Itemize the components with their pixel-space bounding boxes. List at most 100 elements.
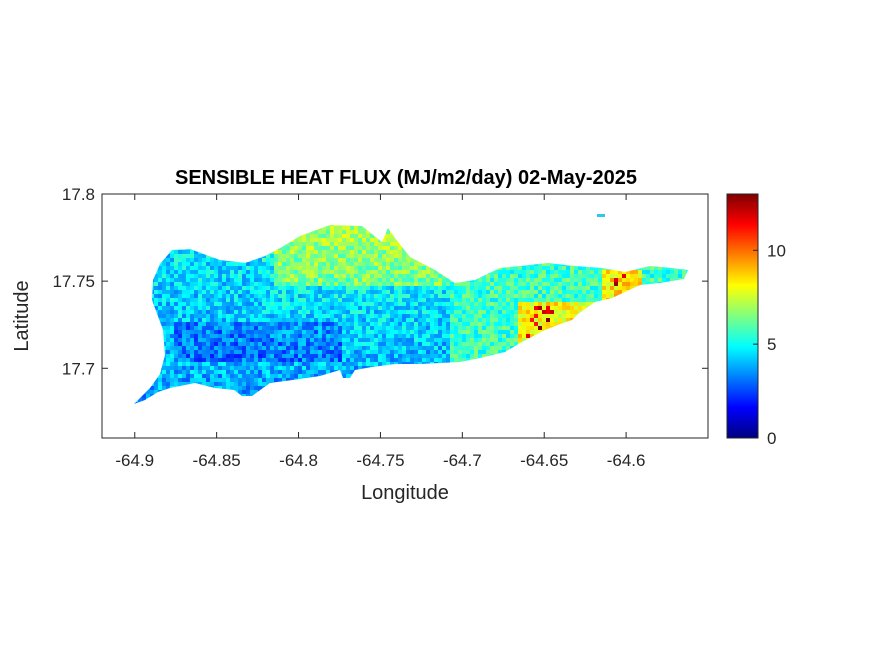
heatmap-cell — [378, 338, 382, 342]
heatmap-cell — [394, 254, 398, 258]
heatmap-cell — [426, 338, 430, 342]
heatmap-cell — [278, 274, 282, 278]
heatmap-cell — [598, 294, 602, 298]
heatmap-cell — [202, 342, 206, 346]
heatmap-cell — [358, 258, 362, 262]
heatmap-cell — [218, 274, 222, 278]
heatmap-cell — [554, 286, 558, 290]
heatmap-cell — [294, 354, 298, 358]
heatmap-cell — [366, 294, 370, 298]
heatmap-cell — [466, 290, 470, 294]
heatmap-cell — [226, 310, 230, 314]
heatmap-cell — [350, 302, 354, 306]
heatmap-cell — [354, 246, 358, 250]
heatmap-cell — [402, 298, 406, 302]
heatmap-cell — [358, 338, 362, 342]
heatmap-cell — [490, 270, 494, 274]
heatmap-cell — [354, 338, 358, 342]
heatmap-cell — [238, 334, 242, 338]
heatmap-cell — [566, 310, 570, 314]
heatmap-cell — [454, 358, 458, 362]
heatmap-cell — [414, 318, 418, 322]
heatmap-cell — [478, 322, 482, 326]
heatmap-cell — [218, 354, 222, 358]
heatmap-cell — [322, 278, 326, 282]
heatmap-cell — [234, 286, 238, 290]
heatmap-cell — [298, 290, 302, 294]
heatmap-cell — [302, 294, 306, 298]
heatmap-cell — [590, 266, 594, 270]
heatmap-cell — [354, 278, 358, 282]
heatmap-cell — [642, 278, 646, 282]
heatmap-cell — [190, 306, 194, 310]
heatmap-cell — [322, 334, 326, 338]
heatmap-cell — [342, 306, 346, 310]
heatmap-cell — [306, 270, 310, 274]
heatmap-cell — [410, 298, 414, 302]
heatmap-cell — [446, 358, 450, 362]
heatmap-cell — [418, 302, 422, 306]
heatmap-cell — [238, 266, 242, 270]
heatmap-cell — [190, 282, 194, 286]
heatmap-cell — [310, 294, 314, 298]
heatmap-cell — [374, 282, 378, 286]
heatmap-cell — [590, 286, 594, 290]
heatmap-cell — [166, 354, 170, 358]
heatmap-cell — [230, 270, 234, 274]
heatmap-cell — [578, 270, 582, 274]
heatmap-cell — [354, 326, 358, 330]
heatmap-cell — [350, 358, 354, 362]
heatmap-cell — [174, 350, 178, 354]
heatmap-cell — [278, 302, 282, 306]
heatmap-cell — [482, 350, 486, 354]
heatmap-cell — [434, 350, 438, 354]
heatmap-cell — [434, 314, 438, 318]
heatmap-cell — [390, 298, 394, 302]
heatmap-cell — [282, 362, 286, 366]
heatmap-cell — [410, 258, 414, 262]
heatmap-cell — [358, 310, 362, 314]
heatmap-cell — [254, 326, 258, 330]
heatmap-cell — [546, 286, 550, 290]
heatmap-cell — [270, 278, 274, 282]
heatmap-cell — [314, 254, 318, 258]
heatmap-cell — [466, 282, 470, 286]
heatmap-cell — [270, 318, 274, 322]
heatmap-cell — [514, 326, 518, 330]
heatmap-cell — [438, 310, 442, 314]
heatmap-cell — [210, 258, 214, 262]
heatmap-cell — [226, 334, 230, 338]
heatmap-cell — [334, 338, 338, 342]
heatmap-cell — [262, 310, 266, 314]
heatmap-cell — [386, 346, 390, 350]
heatmap-cell — [534, 294, 538, 298]
heatmap-cell — [490, 290, 494, 294]
heatmap-cell — [622, 286, 626, 290]
heatmap-cell — [310, 266, 314, 270]
heatmap-cell — [482, 294, 486, 298]
heatmap-cell — [522, 286, 526, 290]
heatmap-cell — [250, 314, 254, 318]
heatmap-cell — [254, 346, 258, 350]
heatmap-cell — [390, 234, 394, 238]
heatmap-cell — [450, 350, 454, 354]
heatmap-cell — [350, 310, 354, 314]
heatmap-cell — [262, 322, 266, 326]
heatmap-cell — [222, 314, 226, 318]
heatmap-cell — [302, 310, 306, 314]
heatmap-cell — [366, 354, 370, 358]
heatmap-cell — [330, 246, 334, 250]
heatmap-cell — [454, 354, 458, 358]
heatmap-cell — [474, 354, 478, 358]
heatmap-cell — [574, 286, 578, 290]
heatmap-cell — [318, 354, 322, 358]
heatmap-cell — [210, 322, 214, 326]
heatmap-cell — [330, 310, 334, 314]
heatmap-cell — [350, 298, 354, 302]
heatmap-cell — [490, 338, 494, 342]
heatmap-cell — [310, 314, 314, 318]
heatmap-cell — [190, 274, 194, 278]
heatmap-cell — [194, 286, 198, 290]
heatmap-cell — [350, 330, 354, 334]
heatmap-cell — [250, 334, 254, 338]
